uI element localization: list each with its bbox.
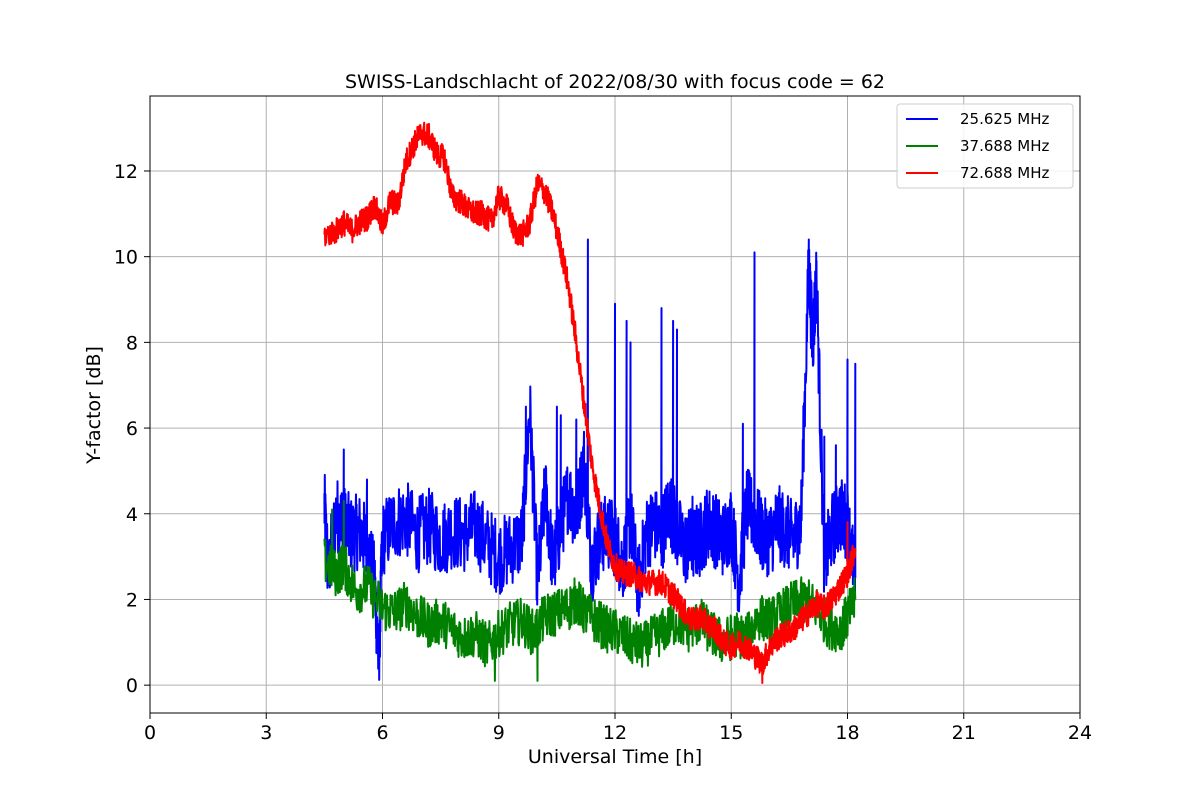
y-tick-label: 8 [126,332,138,354]
legend: 25.625 MHz 37.688 MHz 72.688 MHz [896,103,1074,189]
chart-title: SWISS-Landschlacht of 2022/08/30 with fo… [345,71,885,93]
x-tick-label: 0 [144,722,156,744]
x-tick-label: 15 [719,722,743,744]
series-line-1 [323,238,857,681]
x-tick-label: 12 [603,722,627,744]
y-tick-label: 4 [126,504,138,526]
x-tick-label: 9 [493,722,505,744]
y-axis: 0 2 4 6 8 10 12 [114,161,150,697]
x-tick-label: 18 [835,722,859,744]
x-tick-label: 6 [376,722,388,744]
y-tick-label: 6 [126,418,138,440]
x-axis-label: Universal Time [h] [528,746,702,768]
series-line-2 [323,499,857,682]
x-tick-label: 21 [952,722,976,744]
legend-box [896,103,1074,189]
x-axis: 0 3 6 9 12 15 18 21 24 [144,713,1092,744]
x-tick-label: 24 [1068,722,1092,744]
legend-label-1: 25.625 MHz [960,110,1049,128]
y-tick-label: 10 [114,247,138,269]
legend-label-2: 37.688 MHz [960,137,1049,155]
legend-label-3: 72.688 MHz [960,164,1049,182]
series-layer [323,121,857,684]
y-axis-label: Y-factor [dB] [83,346,105,465]
y-tick-label: 0 [126,675,138,697]
x-tick-label: 3 [260,722,272,744]
series-line-3 [323,121,857,684]
y-tick-label: 2 [126,589,138,611]
y-tick-label: 12 [114,161,138,183]
